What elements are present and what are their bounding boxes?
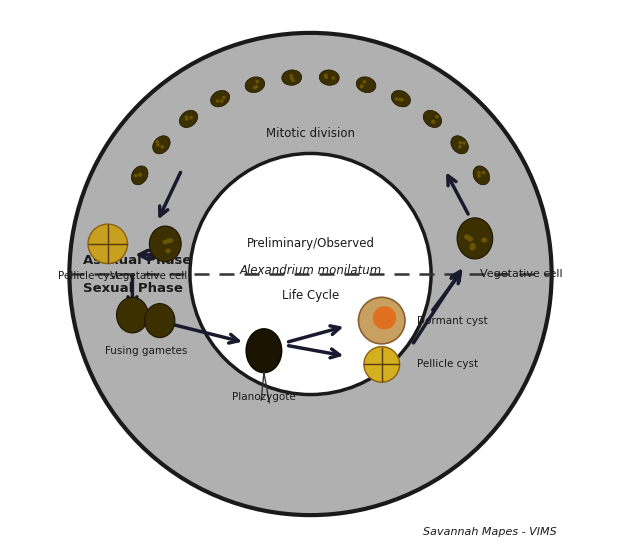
Ellipse shape xyxy=(246,329,282,373)
Ellipse shape xyxy=(117,297,148,333)
Ellipse shape xyxy=(366,87,368,89)
Ellipse shape xyxy=(368,86,370,88)
Ellipse shape xyxy=(401,96,403,99)
Text: Asexual Phase: Asexual Phase xyxy=(83,254,191,267)
Ellipse shape xyxy=(289,77,291,79)
Ellipse shape xyxy=(171,242,175,246)
Ellipse shape xyxy=(373,307,396,329)
Text: Pellicle cyst: Pellicle cyst xyxy=(58,271,119,281)
Text: Vegetative cell: Vegetative cell xyxy=(481,269,563,278)
Text: Sexual Phase: Sexual Phase xyxy=(83,282,183,295)
Ellipse shape xyxy=(457,218,492,259)
Ellipse shape xyxy=(483,172,485,174)
Ellipse shape xyxy=(478,172,480,174)
Ellipse shape xyxy=(150,226,181,261)
Ellipse shape xyxy=(480,174,483,176)
Circle shape xyxy=(70,33,551,515)
Ellipse shape xyxy=(143,177,145,179)
Ellipse shape xyxy=(245,77,265,93)
Ellipse shape xyxy=(153,136,170,154)
Ellipse shape xyxy=(319,70,339,85)
Ellipse shape xyxy=(424,110,442,128)
Text: Dormant cyst: Dormant cyst xyxy=(417,316,488,326)
Circle shape xyxy=(190,153,431,395)
Text: Preliminary/Observed: Preliminary/Observed xyxy=(247,237,374,250)
Ellipse shape xyxy=(465,235,469,238)
Text: Pellicle cyst: Pellicle cyst xyxy=(417,359,479,369)
Text: Alexandrium monilatum: Alexandrium monilatum xyxy=(239,264,382,277)
Ellipse shape xyxy=(132,166,148,185)
Ellipse shape xyxy=(430,120,433,122)
Ellipse shape xyxy=(473,225,478,229)
Ellipse shape xyxy=(473,166,489,185)
Ellipse shape xyxy=(187,115,189,117)
Ellipse shape xyxy=(333,75,335,77)
Text: Life Cycle: Life Cycle xyxy=(282,289,339,302)
Ellipse shape xyxy=(401,95,403,97)
Ellipse shape xyxy=(463,141,465,144)
Text: Planozygote: Planozygote xyxy=(232,392,296,402)
Ellipse shape xyxy=(156,141,158,144)
Ellipse shape xyxy=(391,90,410,107)
Ellipse shape xyxy=(190,118,192,121)
Ellipse shape xyxy=(160,239,163,242)
Ellipse shape xyxy=(329,75,330,77)
Ellipse shape xyxy=(156,146,158,148)
Ellipse shape xyxy=(432,118,434,120)
Ellipse shape xyxy=(254,82,256,84)
Ellipse shape xyxy=(282,70,302,85)
Ellipse shape xyxy=(402,95,404,98)
Ellipse shape xyxy=(145,304,175,338)
Ellipse shape xyxy=(156,144,158,146)
Ellipse shape xyxy=(428,116,430,118)
Ellipse shape xyxy=(460,145,462,147)
Ellipse shape xyxy=(364,347,399,383)
Ellipse shape xyxy=(462,238,466,242)
Ellipse shape xyxy=(211,90,230,107)
Ellipse shape xyxy=(356,77,376,93)
Ellipse shape xyxy=(88,224,127,264)
Ellipse shape xyxy=(141,175,143,177)
Ellipse shape xyxy=(332,75,335,77)
Ellipse shape xyxy=(136,174,138,176)
Text: Savannah Mapes - VIMS: Savannah Mapes - VIMS xyxy=(424,527,557,537)
Ellipse shape xyxy=(222,98,224,100)
Ellipse shape xyxy=(223,98,225,100)
Ellipse shape xyxy=(255,85,256,87)
Ellipse shape xyxy=(294,78,296,80)
Ellipse shape xyxy=(469,239,473,243)
Ellipse shape xyxy=(461,142,463,144)
Ellipse shape xyxy=(451,136,468,154)
Ellipse shape xyxy=(251,82,253,84)
Ellipse shape xyxy=(217,96,219,99)
Ellipse shape xyxy=(179,110,197,128)
Text: Vegetative cell: Vegetative cell xyxy=(110,271,188,281)
Ellipse shape xyxy=(463,236,467,239)
Text: Fusing gametes: Fusing gametes xyxy=(105,346,188,356)
Text: Mitotic division: Mitotic division xyxy=(266,127,355,140)
Ellipse shape xyxy=(165,232,168,235)
Ellipse shape xyxy=(358,297,405,344)
Ellipse shape xyxy=(158,232,162,235)
Ellipse shape xyxy=(361,82,364,84)
Ellipse shape xyxy=(294,79,297,81)
Ellipse shape xyxy=(191,119,194,122)
